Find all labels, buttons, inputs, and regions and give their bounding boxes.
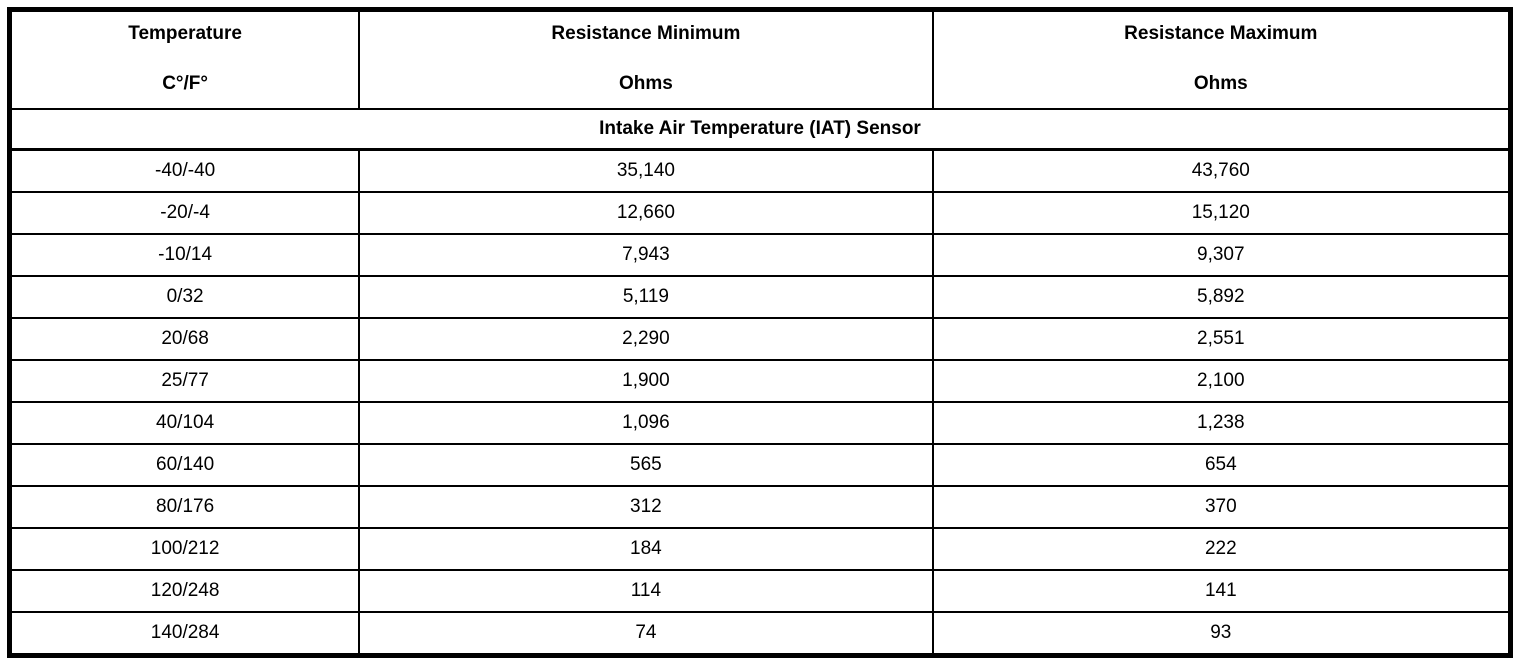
resistance-max-cell: 654 [931, 443, 1512, 487]
table-row: 140/284 74 93 [8, 611, 1512, 657]
temperature-cell: 100/212 [8, 527, 361, 571]
table-row: -20/-4 12,660 15,120 [8, 191, 1512, 235]
resistance-min-cell: 74 [358, 611, 934, 657]
temperature-cell: 80/176 [8, 485, 361, 529]
resistance-max-cell: 15,120 [931, 191, 1512, 235]
resistance-max-cell: 93 [931, 611, 1512, 657]
table-row: 20/68 2,290 2,551 [8, 317, 1512, 361]
table-row: 100/212 184 222 [8, 527, 1512, 571]
resistance-max-cell: 5,892 [931, 275, 1512, 319]
column-header-resistance-maximum: Resistance Maximum Ohms [931, 8, 1512, 110]
column-header-resistance-minimum: Resistance Minimum Ohms [358, 8, 934, 110]
resistance-max-cell: 141 [931, 569, 1512, 613]
temperature-cell: 120/248 [8, 569, 361, 613]
temperature-cell: -20/-4 [8, 191, 361, 235]
resistance-max-cell: 1,238 [931, 401, 1512, 445]
resistance-min-cell: 565 [358, 443, 934, 487]
table-row: 25/77 1,900 2,100 [8, 359, 1512, 403]
temperature-cell: 140/284 [8, 611, 361, 657]
temperature-cell: 25/77 [8, 359, 361, 403]
table-row: -40/-40 35,140 43,760 [8, 148, 1512, 193]
temperature-cell: 0/32 [8, 275, 361, 319]
section-title: Intake Air Temperature (IAT) Sensor [8, 108, 1512, 151]
resistance-min-cell: 114 [358, 569, 934, 613]
resistance-max-cell: 370 [931, 485, 1512, 529]
table-row: -10/14 7,943 9,307 [8, 233, 1512, 277]
resistance-min-cell: 7,943 [358, 233, 934, 277]
iat-sensor-resistance-table-wrapper: Temperature C°/F° Resistance Minimum Ohm… [7, 7, 1513, 658]
resistance-max-cell: 9,307 [931, 233, 1512, 277]
resistance-min-cell: 184 [358, 527, 934, 571]
column-title: Resistance Maximum [1124, 23, 1318, 44]
temperature-cell: 40/104 [8, 401, 361, 445]
column-title: Temperature [128, 23, 242, 44]
temperature-cell: 60/140 [8, 443, 361, 487]
temperature-cell: 20/68 [8, 317, 361, 361]
resistance-max-cell: 222 [931, 527, 1512, 571]
column-subtitle: C°/F° [162, 73, 209, 94]
temperature-cell: -10/14 [8, 233, 361, 277]
resistance-min-cell: 35,140 [358, 148, 934, 193]
resistance-min-cell: 5,119 [358, 275, 934, 319]
column-subtitle: Ohms [1193, 73, 1248, 94]
resistance-min-cell: 312 [358, 485, 934, 529]
iat-sensor-resistance-table: Temperature C°/F° Resistance Minimum Ohm… [7, 7, 1513, 658]
resistance-max-cell: 2,551 [931, 317, 1512, 361]
temperature-cell: -40/-40 [8, 148, 361, 193]
column-title: Resistance Minimum [551, 23, 741, 44]
resistance-min-cell: 12,660 [358, 191, 934, 235]
table-row: 40/104 1,096 1,238 [8, 401, 1512, 445]
resistance-min-cell: 1,900 [358, 359, 934, 403]
resistance-min-cell: 1,096 [358, 401, 934, 445]
table-row: 80/176 312 370 [8, 485, 1512, 529]
column-subtitle: Ohms [618, 73, 673, 94]
section-header-row: Intake Air Temperature (IAT) Sensor [8, 108, 1512, 151]
table-row: 120/248 114 141 [8, 569, 1512, 613]
column-header-temperature: Temperature C°/F° [8, 8, 361, 110]
table-row: 0/32 5,119 5,892 [8, 275, 1512, 319]
table-row: 60/140 565 654 [8, 443, 1512, 487]
resistance-min-cell: 2,290 [358, 317, 934, 361]
resistance-max-cell: 2,100 [931, 359, 1512, 403]
resistance-max-cell: 43,760 [931, 148, 1512, 193]
header-row: Temperature C°/F° Resistance Minimum Ohm… [8, 8, 1512, 110]
